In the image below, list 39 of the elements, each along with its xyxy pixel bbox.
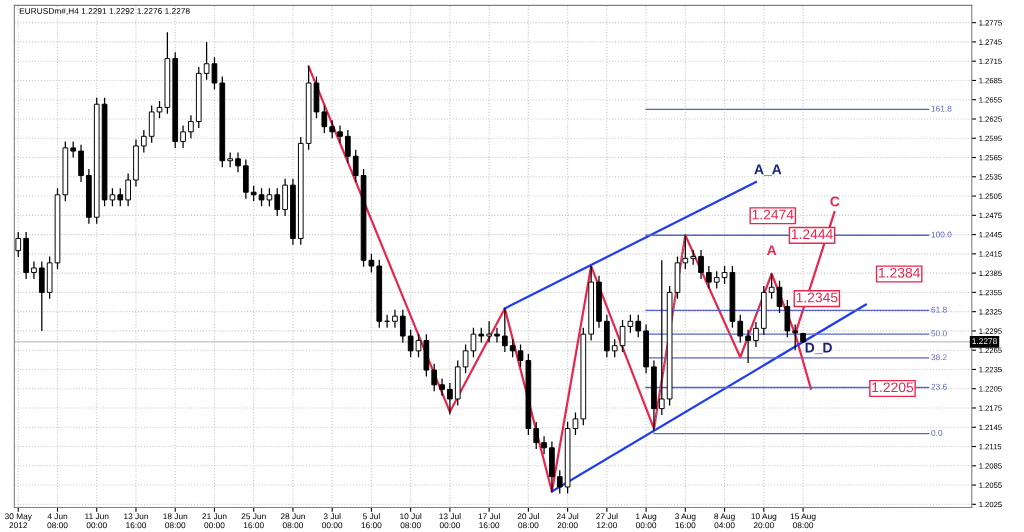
chart-title: EURUSDm#,H4 1.2291 1.2292 1.2276 1.2278 xyxy=(19,8,190,15)
annotation: 1.2384 xyxy=(879,267,921,278)
x-tick-label: 30 May 2012 xyxy=(4,513,32,529)
x-tick-label: 17 Jul 16:00 xyxy=(478,513,500,529)
x-tick-label: 25 Jun 16:00 xyxy=(241,513,266,529)
x-tick-label: 11 Jun 00:00 xyxy=(85,513,109,529)
annotation: A xyxy=(767,245,777,255)
series-label: 38.2 xyxy=(931,354,947,361)
x-tick-label: 27 Jul 12:00 xyxy=(596,513,618,529)
annotation: 1.2205 xyxy=(872,382,914,393)
series-label: 50.0 xyxy=(931,330,947,337)
series-label: 100.0 xyxy=(931,231,952,238)
ref-line-label: 1.2278 xyxy=(972,338,997,345)
x-tick-label: 13 Jul 00:00 xyxy=(439,513,461,529)
x-tick-label: 15 Aug 08:00 xyxy=(790,513,816,529)
x-tick-label: 24 Jul 20:00 xyxy=(556,513,579,529)
x-tick-label: 3 Jul 00:00 xyxy=(322,513,343,529)
annotation: D_D xyxy=(805,342,832,355)
series-label: 23.6 xyxy=(931,383,947,390)
series-label: 161.8 xyxy=(931,105,952,112)
x-tick-label: 20 Jul 08:00 xyxy=(517,513,539,529)
x-tick-label: 3 Aug 16:00 xyxy=(674,513,696,529)
x-tick-label: 5 Jul 16:00 xyxy=(361,513,382,529)
series-label: 0.0 xyxy=(931,430,943,436)
x-tick-label: 4 Jun 08:00 xyxy=(47,513,68,529)
annotation: A_A xyxy=(754,164,782,176)
x-tick-label: 1 Aug 00:00 xyxy=(635,513,657,529)
x-tick-label: 21 Jun 00:00 xyxy=(202,513,227,529)
x-tick-label: 10 Aug 20:00 xyxy=(751,513,777,529)
x-tick-label: 8 Aug 04:00 xyxy=(714,513,735,529)
series-label: 61.8 xyxy=(931,306,947,313)
x-tick-label: 10 Jul 08:00 xyxy=(400,513,422,529)
x-tick-label: 18 Jun 08:00 xyxy=(163,513,188,529)
annotation: C xyxy=(830,196,840,207)
annotation: 1.2474 xyxy=(752,209,794,220)
annotation: 1.2444 xyxy=(791,229,833,239)
x-tick-label: 28 Jun 08:00 xyxy=(280,513,305,529)
annotation: 1.2345 xyxy=(796,292,838,303)
x-tick-label: 13 Jun 16:00 xyxy=(124,513,148,529)
